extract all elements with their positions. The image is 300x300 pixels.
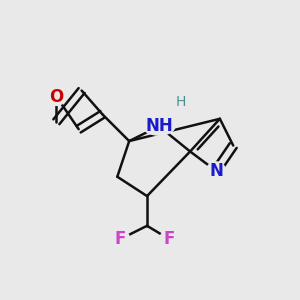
Text: F: F (164, 230, 175, 248)
Ellipse shape (143, 117, 175, 135)
Text: O: O (49, 88, 64, 106)
Ellipse shape (160, 230, 179, 248)
Ellipse shape (206, 162, 226, 180)
Ellipse shape (47, 88, 66, 105)
Text: NH: NH (145, 117, 173, 135)
Text: N: N (209, 162, 223, 180)
Text: H: H (176, 95, 186, 110)
Ellipse shape (111, 230, 130, 248)
Text: F: F (115, 230, 126, 248)
